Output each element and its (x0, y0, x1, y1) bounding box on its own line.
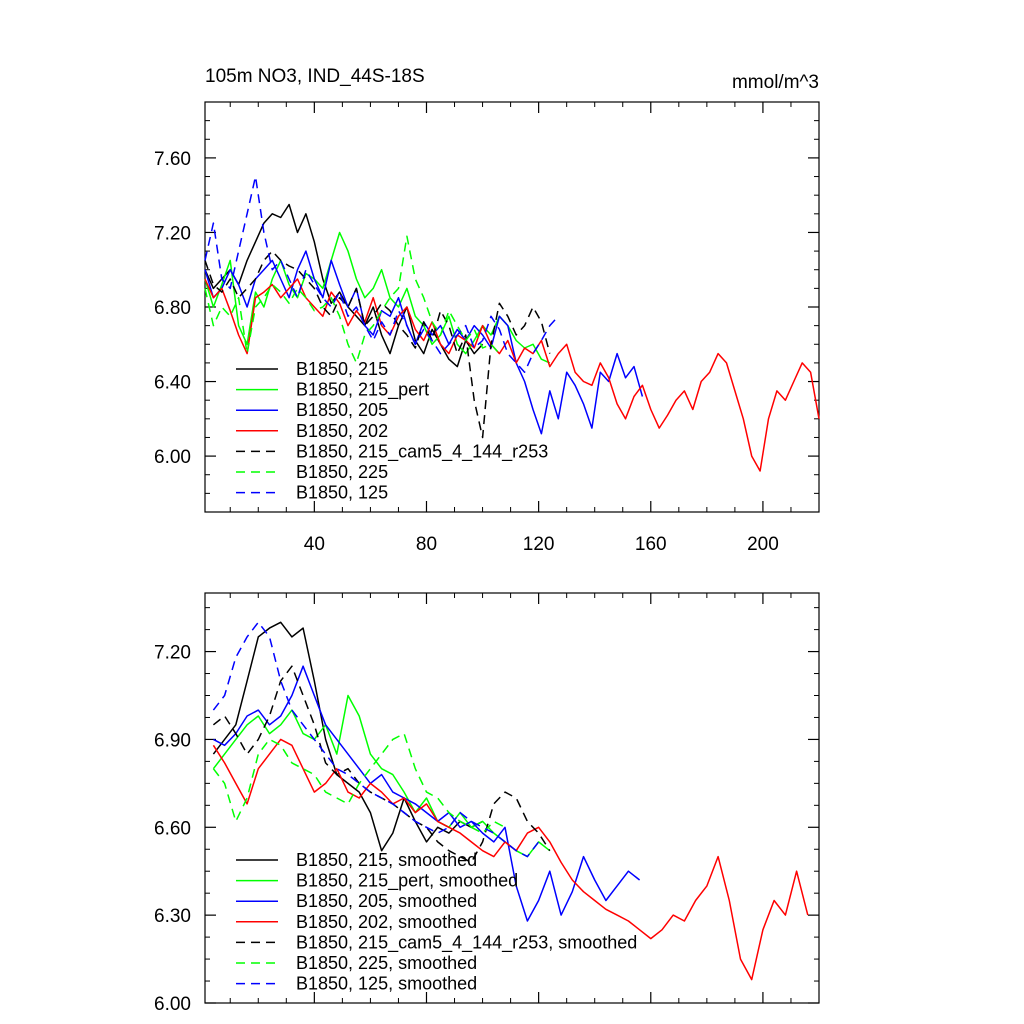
y-tick-label: 6.80 (154, 298, 191, 319)
legend-label: B1850, 125 (296, 483, 388, 503)
legend-label: B1850, 205 (296, 400, 388, 420)
x-tick-label: 160 (635, 534, 667, 555)
series-line-6 (204, 235, 500, 364)
y-tick-label: 7.20 (154, 223, 191, 244)
legend-label: B1850, 205, smoothed (296, 891, 477, 911)
y-tick-label: 6.40 (154, 373, 191, 394)
legend-label: B1850, 125, smoothed (296, 974, 477, 994)
y-tick-label: 6.00 (154, 447, 191, 468)
y-tick-label: 6.60 (154, 818, 191, 839)
x-tick-label: 80 (416, 534, 437, 555)
legend-label: B1850, 215_cam5_4_144_r253, smoothed (296, 932, 637, 953)
legend-label: B1850, 225 (296, 462, 388, 482)
top-panel: 105m NO3, IND_44S-18S mmol/m^3 40 80 120 16… (154, 66, 820, 555)
legend-label: B1850, 225, smoothed (296, 953, 477, 973)
series-line-4 (204, 278, 820, 472)
series-line-7 (204, 175, 559, 373)
top-series-group (204, 175, 820, 472)
legend-label: B1850, 215_cam5_4_144_r253 (296, 441, 548, 462)
y-tick-label: 6.30 (154, 906, 191, 927)
legend-label: B1850, 215_pert, smoothed (296, 871, 518, 892)
legend-label: B1850, 215 (296, 359, 388, 379)
x-tick-label: 40 (304, 534, 325, 555)
legend-label: B1850, 215_pert (296, 380, 429, 401)
x-tick-label: 120 (523, 534, 555, 555)
series-line-1 (212, 621, 483, 852)
bottom-plot-frame (204, 592, 820, 1004)
legend-label: B1850, 202, smoothed (296, 912, 477, 932)
bottom-panel: 6.00 6.30 6.60 6.90 7.20 B1850, 215, smoothe… (154, 592, 820, 1015)
y-tick-label: 7.20 (154, 643, 191, 664)
series-line-2 (212, 694, 551, 858)
series-line-3 (213, 665, 641, 922)
top-axis-ticks: 40 80 120 160 200 6.00 6.40 6.80 7.20 7.60 (154, 101, 820, 555)
series-line-5 (204, 250, 551, 439)
series-line-3 (204, 250, 644, 435)
series-line-7 (212, 621, 540, 858)
legend-label: B1850, 215, smoothed (296, 850, 477, 870)
series-line-6 (212, 732, 506, 834)
legend-label: B1850, 202 (296, 421, 388, 441)
y-tick-label: 6.00 (154, 994, 191, 1015)
series-line-5 (212, 665, 551, 864)
series-line-1 (204, 203, 484, 368)
x-tick-label: 200 (747, 534, 779, 555)
top-plot-title: 105m NO3, IND_44S-18S (205, 66, 425, 87)
top-plot-units-label: mmol/m^3 (732, 72, 819, 93)
series-line-2 (204, 231, 551, 364)
bottom-series-group (212, 621, 809, 981)
y-tick-label: 7.60 (154, 149, 191, 170)
bottom-axis-ticks: 6.00 6.30 6.60 6.90 7.20 (154, 593, 820, 1015)
y-tick-label: 6.90 (154, 730, 191, 751)
